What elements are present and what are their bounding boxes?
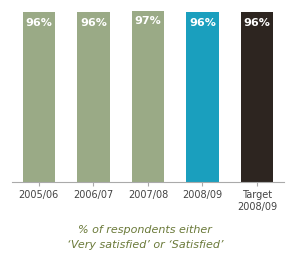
Bar bbox=[241, 12, 273, 182]
Bar bbox=[132, 10, 164, 182]
Bar bbox=[23, 12, 55, 182]
Text: % of respondents either
‘Very satisfied’ or ‘Satisfied’: % of respondents either ‘Very satisfied’… bbox=[67, 225, 223, 250]
Text: 96%: 96% bbox=[189, 18, 216, 28]
Text: 97%: 97% bbox=[135, 16, 161, 26]
Text: 96%: 96% bbox=[80, 18, 107, 28]
Text: 96%: 96% bbox=[244, 18, 270, 28]
Bar bbox=[77, 12, 110, 182]
Bar bbox=[186, 12, 219, 182]
Text: 96%: 96% bbox=[26, 18, 52, 28]
